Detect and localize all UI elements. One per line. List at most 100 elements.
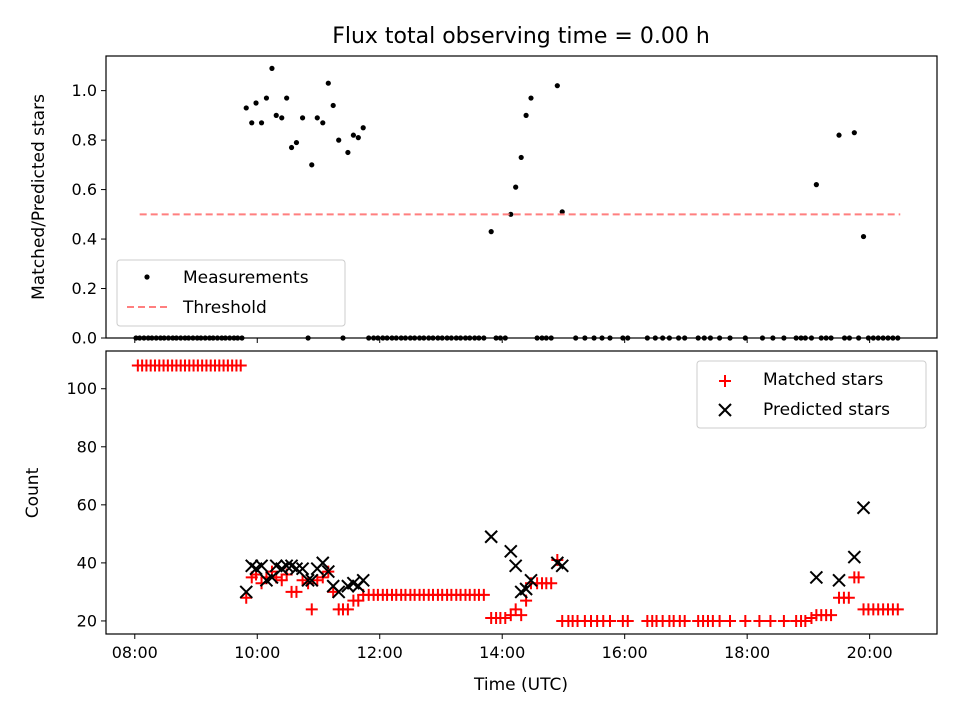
measurement-point: [488, 229, 494, 235]
measurement-point: [258, 120, 265, 126]
x-tick-label: 16:00: [602, 643, 648, 662]
predicted-stars-point: [809, 570, 824, 585]
matched-stars-point: [739, 614, 752, 627]
predicted-stars-point: [321, 564, 336, 579]
measurement-point: [559, 209, 565, 215]
bottom-legend: Matched stars Predicted stars: [696, 360, 927, 429]
matched-stars-point: [240, 591, 253, 604]
top-y-axis-label: Matched/Predicted stars: [29, 94, 49, 300]
top-x-ticks: [134, 338, 871, 343]
measurement-point: [279, 115, 285, 121]
matched-stars-point: [842, 591, 855, 604]
top-axes-frame: [105, 55, 938, 339]
legend-measurements-marker: [144, 274, 150, 280]
measurement-point: [269, 65, 275, 71]
predicted-stars-point: [331, 585, 346, 599]
y-tick-label: 80: [77, 437, 97, 456]
bottom-axes-frame: [105, 350, 938, 635]
matched-stars-point: [713, 614, 726, 627]
bottom-axes: 20 40 60 80 100 08:00 10:00 12:00 14:00 16:00 18:…: [23, 350, 938, 695]
x-tick-label: 20:00: [847, 643, 893, 662]
measurement-point: [836, 132, 842, 138]
measurement-point: [284, 95, 290, 101]
matched-stars-point: [327, 585, 340, 598]
matched-stars-point: [724, 614, 737, 627]
matched-stars-point: [777, 614, 790, 627]
measurement-point: [263, 95, 270, 101]
x-tick-label: 12:00: [357, 643, 403, 662]
y-tick-label: 100: [66, 379, 97, 398]
x-tick-label: 14:00: [479, 643, 525, 662]
y-tick-label: 0.2: [72, 279, 97, 298]
predicted-stars-point: [316, 556, 330, 570]
measurement-point: [288, 144, 295, 151]
chart-title: Flux total observing time = 0.00 h: [332, 24, 710, 49]
measurement-point: [518, 154, 524, 161]
measurement-point: [851, 130, 857, 136]
matched-stars-point: [678, 614, 691, 627]
top-y-ticks: 0.0 0.2 0.4 0.6 0.8 1.0: [72, 81, 106, 348]
predicted-stars-point: [295, 561, 310, 576]
measurement-point: [508, 211, 514, 217]
x-tick-label: 10:00: [234, 643, 280, 662]
predicted-stars-point: [555, 559, 569, 573]
x-tick-label: 08:00: [112, 643, 158, 662]
measurement-point: [860, 233, 867, 240]
bottom-x-ticks: 08:00 10:00 12:00 14:00 16:00 18:00 20:00: [112, 634, 893, 662]
measurement-point: [320, 120, 326, 126]
predicted-stars-point: [504, 544, 518, 558]
matched-stars-point: [499, 612, 512, 625]
predicted-stars-point: [301, 573, 315, 588]
legend-measurements-label: Measurements: [183, 268, 309, 288]
y-tick-label: 20: [77, 611, 97, 630]
matched-stars-point: [296, 574, 309, 587]
matched-stars-point: [234, 359, 247, 372]
matched-stars-point: [509, 603, 522, 616]
x-tick-label: 18:00: [724, 643, 770, 662]
predicted-stars-point: [279, 559, 294, 573]
predicted-stars-point: [856, 501, 871, 515]
top-axes: 0.0 0.2 0.4 0.6 0.8 1.0 Matched/Predicted sta…: [29, 55, 938, 348]
measurement-point: [243, 105, 249, 111]
measurement-point: [360, 125, 366, 131]
legend-predicted-marker: [718, 403, 732, 417]
predicted-stars-point: [484, 530, 498, 544]
bottom-y-axis-label: Count: [23, 467, 43, 518]
y-tick-label: 60: [77, 495, 97, 514]
predicted-stars-point: [289, 561, 304, 576]
matched-stars-point: [341, 603, 354, 616]
matched-stars-point: [753, 614, 766, 627]
predicted-stars-point: [356, 573, 370, 588]
matched-stars-point: [545, 577, 558, 590]
measurement-point: [523, 112, 529, 118]
measurement-point: [528, 95, 534, 101]
legend-matched-marker: [719, 375, 731, 387]
y-tick-label: 0.0: [72, 329, 97, 348]
predicted-stars-point: [239, 585, 253, 599]
measurement-point: [330, 102, 336, 109]
predicted-stars-point: [305, 573, 319, 588]
matched-stars-point: [311, 574, 324, 587]
measurement-point: [293, 139, 300, 146]
matched-stars-point: [825, 609, 838, 622]
matched-stars-point: [852, 571, 865, 584]
predicted-stars-point: [254, 559, 269, 573]
legend-predicted-label: Predicted stars: [763, 400, 890, 420]
y-tick-label: 0.4: [72, 230, 97, 249]
predicted-stars-point: [508, 559, 523, 573]
measurement-point: [249, 120, 255, 126]
predicted-stars-point: [524, 573, 538, 588]
measurement-point: [350, 132, 357, 138]
matched-stars-point: [891, 603, 904, 616]
predicted-stars-point: [847, 550, 862, 564]
y-tick-label: 40: [77, 553, 97, 572]
measurement-point: [253, 100, 259, 106]
matched-stars-point: [799, 614, 812, 627]
measurement-point: [345, 149, 351, 156]
measurement-point: [813, 182, 819, 188]
y-tick-label: 0.8: [72, 131, 97, 150]
bottom-y-ticks: 20 40 60 80 100: [66, 379, 106, 630]
matched-stars-point: [603, 614, 616, 627]
matched-stars-point: [290, 585, 303, 598]
